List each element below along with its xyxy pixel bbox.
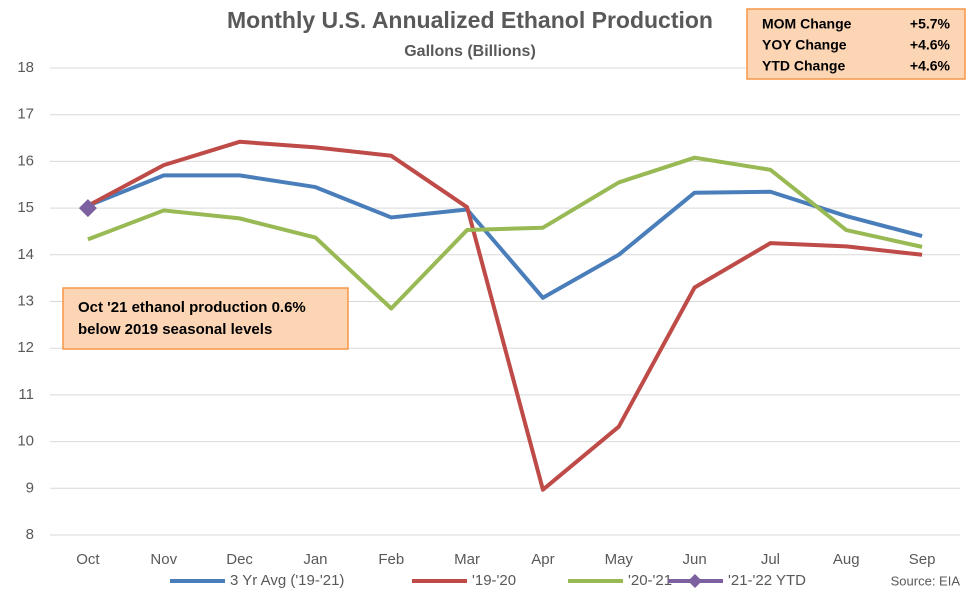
y-tick-label: 15 [17, 199, 34, 216]
series-line [87, 155, 923, 311]
source: Source: EIA [891, 573, 961, 588]
x-tick-label: Jun [682, 551, 706, 568]
x-tick-label: Apr [531, 551, 554, 568]
legend-item: '20-'21 [568, 572, 672, 589]
y-tick-label: 18 [17, 59, 34, 76]
chart-title: Monthly U.S. Annualized Ethanol Producti… [227, 7, 713, 33]
x-tick-label: Mar [454, 551, 480, 568]
y-tick-label: 8 [26, 526, 34, 543]
annotation-text: Oct '21 ethanol production 0.6% [78, 299, 306, 316]
legend-label: 3 Yr Avg ('19-'21) [230, 572, 344, 589]
stat-label: YTD Change [762, 58, 845, 74]
legend-item: '21-'22 YTD [668, 572, 806, 589]
y-tick-label: 10 [17, 433, 34, 450]
stat-value: +4.6% [910, 58, 951, 74]
legend-label: '21-'22 YTD [728, 572, 806, 589]
stat-label: YOY Change [762, 37, 847, 53]
y-tick-label: 17 [17, 106, 34, 123]
x-tick-label: Jul [761, 551, 780, 568]
y-tick-label: 11 [18, 386, 34, 403]
legend-item: '19-'20 [412, 572, 516, 589]
annotation-text: below 2019 seasonal levels [78, 321, 272, 338]
stat-value: +5.7% [910, 16, 951, 32]
annotation-box: Oct '21 ethanol production 0.6% below 201… [62, 287, 349, 350]
y-tick-label: 14 [17, 246, 34, 263]
stat-label: MOM Change [762, 16, 852, 32]
x-tick-label: Aug [833, 551, 860, 568]
series-line [86, 139, 923, 492]
y-tick-label: 13 [17, 292, 34, 309]
x-tick-label: Jan [303, 551, 327, 568]
y-tick-label: 9 [26, 479, 34, 496]
chart-subtitle: Gallons (Billions) [404, 43, 536, 60]
legend-label: '20-'21 [628, 572, 672, 589]
legend-marker [688, 574, 702, 588]
x-tick-label: Feb [378, 551, 404, 568]
legend-label: '19-'20 [472, 572, 516, 589]
x-tick-label: Nov [150, 551, 177, 568]
x-tick-label: Oct [76, 551, 100, 568]
stats-bg [746, 8, 966, 80]
y-tick-label: 16 [17, 152, 34, 169]
point-marker [78, 199, 97, 218]
stats-box: MOM Change +5.7% YOY Change +4.6% YTD Change… [746, 8, 966, 80]
x-tick-label: Dec [226, 551, 253, 568]
stat-value: +4.6% [910, 37, 951, 53]
series-line [87, 173, 923, 300]
x-tick-label: Sep [909, 551, 936, 568]
annotation-bg [62, 287, 349, 350]
legend-item: 3 Yr Avg ('19-'21) [170, 572, 344, 589]
x-tick-label: May [605, 551, 634, 568]
y-tick-label: 12 [17, 339, 34, 356]
